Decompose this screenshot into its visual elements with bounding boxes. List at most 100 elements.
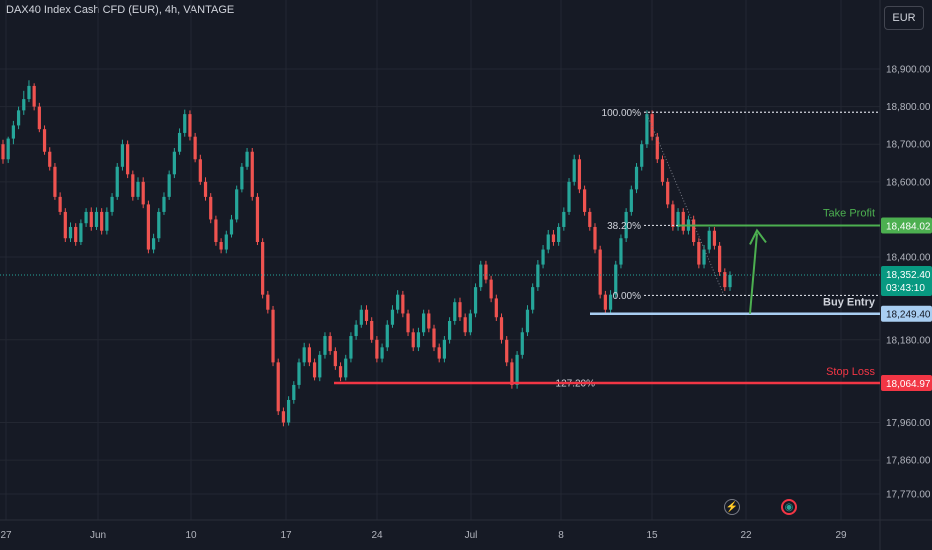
candle-body xyxy=(177,132,182,152)
candle-body xyxy=(68,226,73,239)
candle xyxy=(235,185,239,223)
candle xyxy=(203,177,208,201)
candle xyxy=(473,283,478,318)
candle xyxy=(525,305,530,337)
candle xyxy=(650,110,654,141)
candle-body xyxy=(48,151,52,167)
take-profit-tag: 18,484.02 xyxy=(881,217,932,234)
take-profit-tag-text: 18,484.02 xyxy=(886,221,931,232)
event-icon[interactable]: ◉ xyxy=(781,499,797,515)
candle-body xyxy=(63,211,67,239)
candle xyxy=(302,342,306,367)
candle-body xyxy=(27,85,31,100)
candle xyxy=(11,120,15,145)
candle-body xyxy=(582,189,587,212)
candle xyxy=(707,226,711,254)
candle-body xyxy=(728,274,732,288)
candle xyxy=(94,207,99,230)
x-tick-label: 29 xyxy=(835,530,847,541)
candle xyxy=(494,294,498,321)
candle-body xyxy=(344,358,348,378)
candle xyxy=(453,298,457,325)
fib-level-label: 38.20% xyxy=(607,221,641,232)
candle-body xyxy=(338,366,343,378)
candle xyxy=(32,83,36,111)
candle xyxy=(286,396,291,426)
candle-body xyxy=(520,332,524,355)
candle xyxy=(323,332,327,359)
candle-body xyxy=(100,211,104,231)
currency-button[interactable]: EUR xyxy=(884,6,924,30)
candle xyxy=(655,132,659,164)
candle xyxy=(531,283,535,314)
candle-body xyxy=(671,204,675,227)
candle-body xyxy=(354,324,358,337)
y-tick-label: 18,700.00 xyxy=(886,140,931,151)
candle-body xyxy=(94,211,99,227)
candle-body xyxy=(11,125,15,139)
candle xyxy=(141,177,145,209)
candle-body xyxy=(401,294,405,314)
candle xyxy=(37,102,41,133)
lightning-icon[interactable]: ⚡ xyxy=(724,499,740,515)
candle xyxy=(6,136,10,164)
candle xyxy=(712,226,717,250)
candle xyxy=(520,327,524,359)
candle xyxy=(48,147,52,171)
candle xyxy=(110,193,114,216)
candle-body xyxy=(292,384,296,400)
candle xyxy=(681,208,685,235)
candle-body xyxy=(551,234,556,243)
candle-body xyxy=(224,234,228,250)
candle xyxy=(458,297,462,321)
candle-body xyxy=(58,196,62,212)
candle-body xyxy=(489,279,493,299)
candle xyxy=(422,309,426,337)
candle-body xyxy=(183,114,187,133)
candle xyxy=(468,309,472,336)
candle xyxy=(68,222,73,243)
candle-body xyxy=(146,204,151,250)
candle xyxy=(224,230,228,254)
candle-body xyxy=(172,151,176,175)
candle xyxy=(177,128,182,155)
candle-body xyxy=(302,347,306,363)
candle-body xyxy=(245,151,249,167)
candle xyxy=(105,207,109,235)
candle xyxy=(188,110,192,141)
arrow-shaft xyxy=(749,233,758,314)
candle xyxy=(312,358,317,381)
candle-body xyxy=(572,159,576,182)
candle-body xyxy=(557,226,561,243)
candle-body xyxy=(640,144,644,167)
candle-body xyxy=(167,174,171,197)
candle-body xyxy=(525,309,530,333)
candle xyxy=(582,185,587,216)
candle xyxy=(89,207,93,231)
candle xyxy=(442,336,447,363)
candle xyxy=(406,309,410,337)
candle-body xyxy=(79,223,83,243)
candle xyxy=(27,80,31,103)
candle-body xyxy=(634,166,639,190)
candle-body xyxy=(468,313,472,333)
candle-body xyxy=(214,219,218,243)
candle xyxy=(629,185,633,216)
candle xyxy=(219,238,223,254)
candle-body xyxy=(499,317,504,340)
candle xyxy=(536,260,540,291)
y-tick-label: 17,770.00 xyxy=(886,490,931,501)
candle-body xyxy=(666,181,670,205)
current-price-tag-text: 18,352.40 xyxy=(886,270,931,281)
candle xyxy=(505,336,509,367)
candle xyxy=(562,207,566,231)
candle-body xyxy=(593,226,597,250)
stop-loss-label: Stop Loss xyxy=(826,366,875,378)
candle-body xyxy=(624,211,628,239)
take-profit-label: Take Profit xyxy=(823,207,875,219)
candle xyxy=(598,245,602,299)
x-tick-label: 15 xyxy=(646,530,658,541)
candle-body xyxy=(536,264,540,288)
candle-body xyxy=(655,136,659,160)
